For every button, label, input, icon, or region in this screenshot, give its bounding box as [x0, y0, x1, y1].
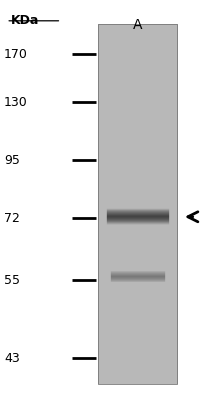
Text: A: A [132, 18, 142, 32]
Text: 95: 95 [4, 154, 20, 166]
Text: 55: 55 [4, 274, 20, 286]
Text: 72: 72 [4, 212, 20, 224]
Text: 43: 43 [4, 352, 20, 364]
Text: 130: 130 [4, 96, 28, 108]
Bar [98, 24, 177, 384]
Text: 170: 170 [4, 48, 28, 60]
Text: KDa: KDa [10, 14, 39, 27]
